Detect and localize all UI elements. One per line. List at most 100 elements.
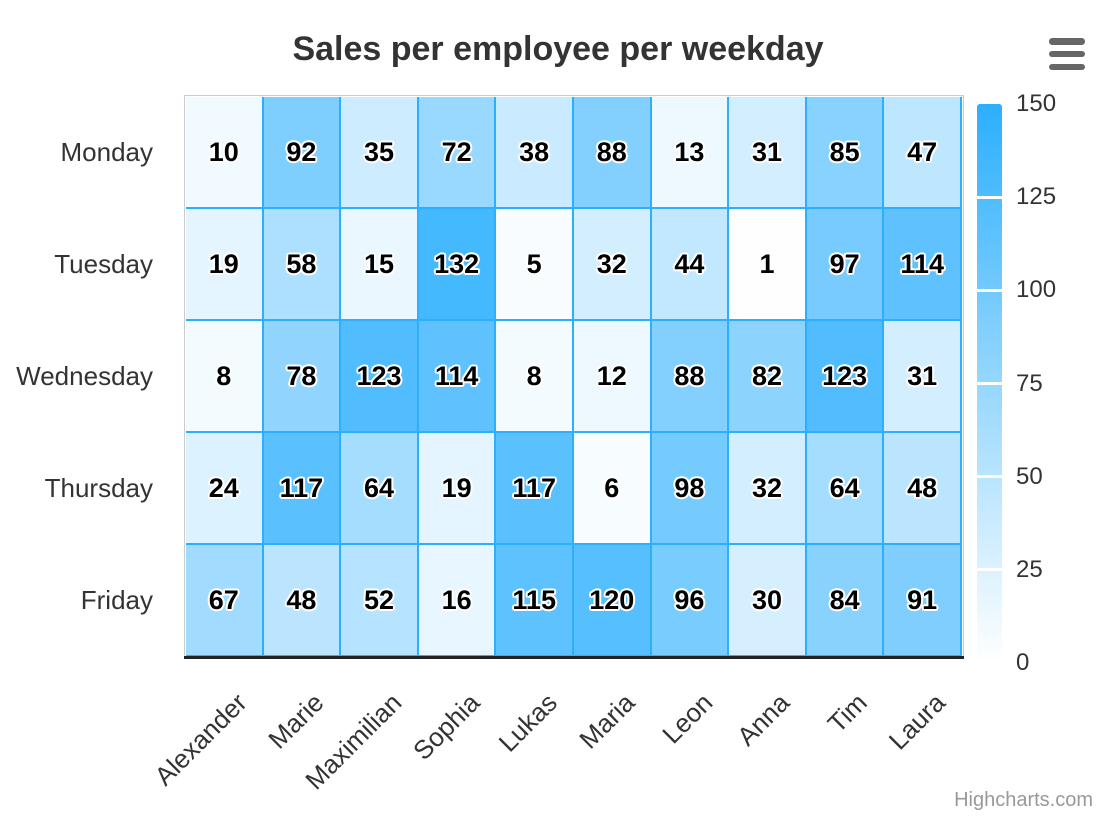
heatmap-cell-maximilian-wednesday[interactable]: 123 (341, 321, 419, 433)
cell-value-label: 48 (907, 472, 938, 503)
heatmap-cell-anna-monday[interactable]: 31 (729, 97, 807, 209)
heatmap-cell-maria-friday[interactable]: 120 (573, 545, 652, 657)
cell-value-label: 52 (363, 584, 395, 615)
heatmap-cell-maria-wednesday[interactable]: 12 (573, 321, 652, 433)
heatmap-cell-lukas-monday[interactable]: 38 (496, 97, 574, 209)
heatmap-cell-anna-friday[interactable]: 30 (729, 545, 807, 657)
cell-value-label: 98 (674, 472, 705, 503)
heatmap-cell-alexander-monday[interactable]: 10 (186, 97, 264, 209)
heatmap-cell-marie-thursday[interactable]: 117 (263, 433, 342, 545)
color-axis-tick-75 (977, 382, 1002, 385)
cell-value-label: 72 (441, 136, 472, 167)
color-axis-label-100: 100 (1016, 276, 1057, 304)
credits-link[interactable]: Highcharts.com (954, 789, 1093, 811)
x-axis-label-sophia: Sophia (406, 687, 486, 766)
x-axis-label-maria: Maria (573, 687, 641, 755)
cell-value-label: 44 (674, 248, 705, 279)
heatmap-cell-lukas-wednesday[interactable]: 8 (496, 321, 574, 433)
heatmap-cell-laura-thursday[interactable]: 48 (884, 433, 962, 545)
x-axis-label-laura: Laura (882, 687, 951, 756)
cell-value-label: 1 (759, 248, 775, 279)
heatmap-cell-laura-wednesday[interactable]: 31 (884, 321, 962, 433)
heatmap-cell-maximilian-friday[interactable]: 52 (341, 545, 419, 657)
cell-value-label: 85 (829, 136, 860, 167)
cell-value-label: 31 (907, 360, 938, 391)
cell-value-label: 84 (829, 584, 860, 615)
context-menu-button[interactable] (1046, 34, 1088, 74)
heatmap-cell-lukas-thursday[interactable]: 117 (496, 433, 574, 545)
heatmap-cell-leon-monday[interactable]: 13 (651, 97, 730, 209)
color-axis-label-125: 125 (1016, 183, 1057, 211)
cell-value-label: 64 (829, 472, 860, 503)
heatmap-cell-alexander-wednesday[interactable]: 8 (186, 321, 264, 433)
heatmap-cell-laura-monday[interactable]: 47 (884, 97, 962, 209)
cell-value-label: 88 (674, 360, 705, 391)
cell-value-label: 47 (907, 136, 938, 167)
x-axis-label-anna: Anna (731, 687, 796, 752)
cell-value-label: 96 (674, 584, 705, 615)
heatmap-cell-tim-wednesday[interactable]: 123 (806, 321, 885, 433)
cell-value-label: 117 (279, 472, 324, 503)
heatmap-cell-anna-wednesday[interactable]: 82 (729, 321, 807, 433)
cell-value-label: 32 (596, 248, 627, 279)
heatmap-cell-leon-thursday[interactable]: 98 (651, 433, 730, 545)
heatmap-cell-sophia-tuesday[interactable]: 132 (418, 209, 497, 321)
color-axis-tick-50 (977, 475, 1002, 479)
heatmap-cell-lukas-friday[interactable]: 115 (496, 545, 574, 657)
heatmap-cell-marie-tuesday[interactable]: 58 (263, 209, 342, 321)
heatmap-cell-maria-tuesday[interactable]: 32 (573, 209, 652, 321)
heatmap-cell-tim-friday[interactable]: 84 (806, 545, 885, 657)
cell-value-label: 6 (604, 472, 620, 503)
heatmap-cell-maximilian-thursday[interactable]: 64 (341, 433, 419, 545)
color-axis-label-75: 75 (1016, 369, 1043, 397)
cell-value-label: 91 (907, 584, 938, 615)
color-axis-label-25: 25 (1016, 555, 1043, 583)
heatmap-cell-leon-friday[interactable]: 96 (651, 545, 730, 657)
color-axis-label-50: 50 (1016, 462, 1043, 490)
heatmap-cell-lukas-tuesday[interactable]: 5 (496, 209, 574, 321)
cell-value-label: 12 (596, 360, 627, 391)
cell-value-label: 31 (751, 136, 783, 167)
cell-value-label: 117 (512, 472, 556, 503)
cell-value-label: 114 (900, 248, 944, 279)
cell-value-label: 35 (363, 136, 395, 167)
heatmap-cell-laura-friday[interactable]: 91 (884, 545, 962, 657)
heatmap-cell-tim-thursday[interactable]: 64 (806, 433, 885, 545)
heatmap-cell-sophia-wednesday[interactable]: 114 (418, 321, 497, 433)
x-axis-label-alexander: Alexander (148, 687, 253, 792)
x-axis-line (184, 656, 964, 659)
heatmap-cell-marie-monday[interactable]: 92 (263, 97, 342, 209)
cell-value-label: 64 (363, 472, 395, 503)
heatmap-grid: 10 92 35 72 38 88 13 31 85 47 19 58 15 132 5 32 44 1 97 114… (186, 97, 962, 657)
cell-value-label: 10 (208, 136, 239, 167)
heatmap-cell-sophia-monday[interactable]: 72 (418, 97, 497, 209)
heatmap-cell-marie-wednesday[interactable]: 78 (263, 321, 342, 433)
cell-value-label: 13 (674, 136, 705, 167)
cell-value-label: 30 (751, 584, 783, 615)
heatmap-cell-maximilian-tuesday[interactable]: 15 (341, 209, 419, 321)
y-axis-label-monday: Monday (60, 137, 154, 167)
heatmap-cell-anna-thursday[interactable]: 32 (729, 433, 807, 545)
heatmap-cell-maria-monday[interactable]: 88 (573, 97, 652, 209)
hamburger-icon (1049, 38, 1085, 45)
heatmap-cell-tim-monday[interactable]: 85 (806, 97, 885, 209)
heatmap-cell-sophia-thursday[interactable]: 19 (418, 433, 497, 545)
cell-value-label: 92 (286, 136, 317, 167)
cell-value-label: 48 (286, 584, 317, 615)
y-axis-label-tuesday: Tuesday (54, 249, 153, 279)
heatmap-cell-tim-tuesday[interactable]: 97 (806, 209, 885, 321)
x-axis-label-marie: Marie (262, 687, 330, 755)
heatmap-cell-alexander-friday[interactable]: 67 (186, 545, 264, 657)
heatmap-cell-laura-tuesday[interactable]: 114 (884, 209, 962, 321)
cell-value-label: 38 (519, 136, 550, 167)
heatmap-cell-leon-wednesday[interactable]: 88 (651, 321, 730, 433)
color-axis-tick-25 (977, 568, 1002, 572)
heatmap-cell-maximilian-monday[interactable]: 35 (341, 97, 419, 209)
heatmap-cell-sophia-friday[interactable]: 16 (418, 545, 497, 657)
heatmap-cell-alexander-thursday[interactable]: 24 (186, 433, 264, 545)
heatmap-cell-maria-thursday[interactable]: 6 (573, 433, 652, 545)
heatmap-cell-leon-tuesday[interactable]: 44 (651, 209, 730, 321)
heatmap-cell-marie-friday[interactable]: 48 (263, 545, 342, 657)
heatmap-cell-anna-tuesday[interactable]: 1 (729, 209, 807, 321)
heatmap-cell-alexander-tuesday[interactable]: 19 (186, 209, 264, 321)
